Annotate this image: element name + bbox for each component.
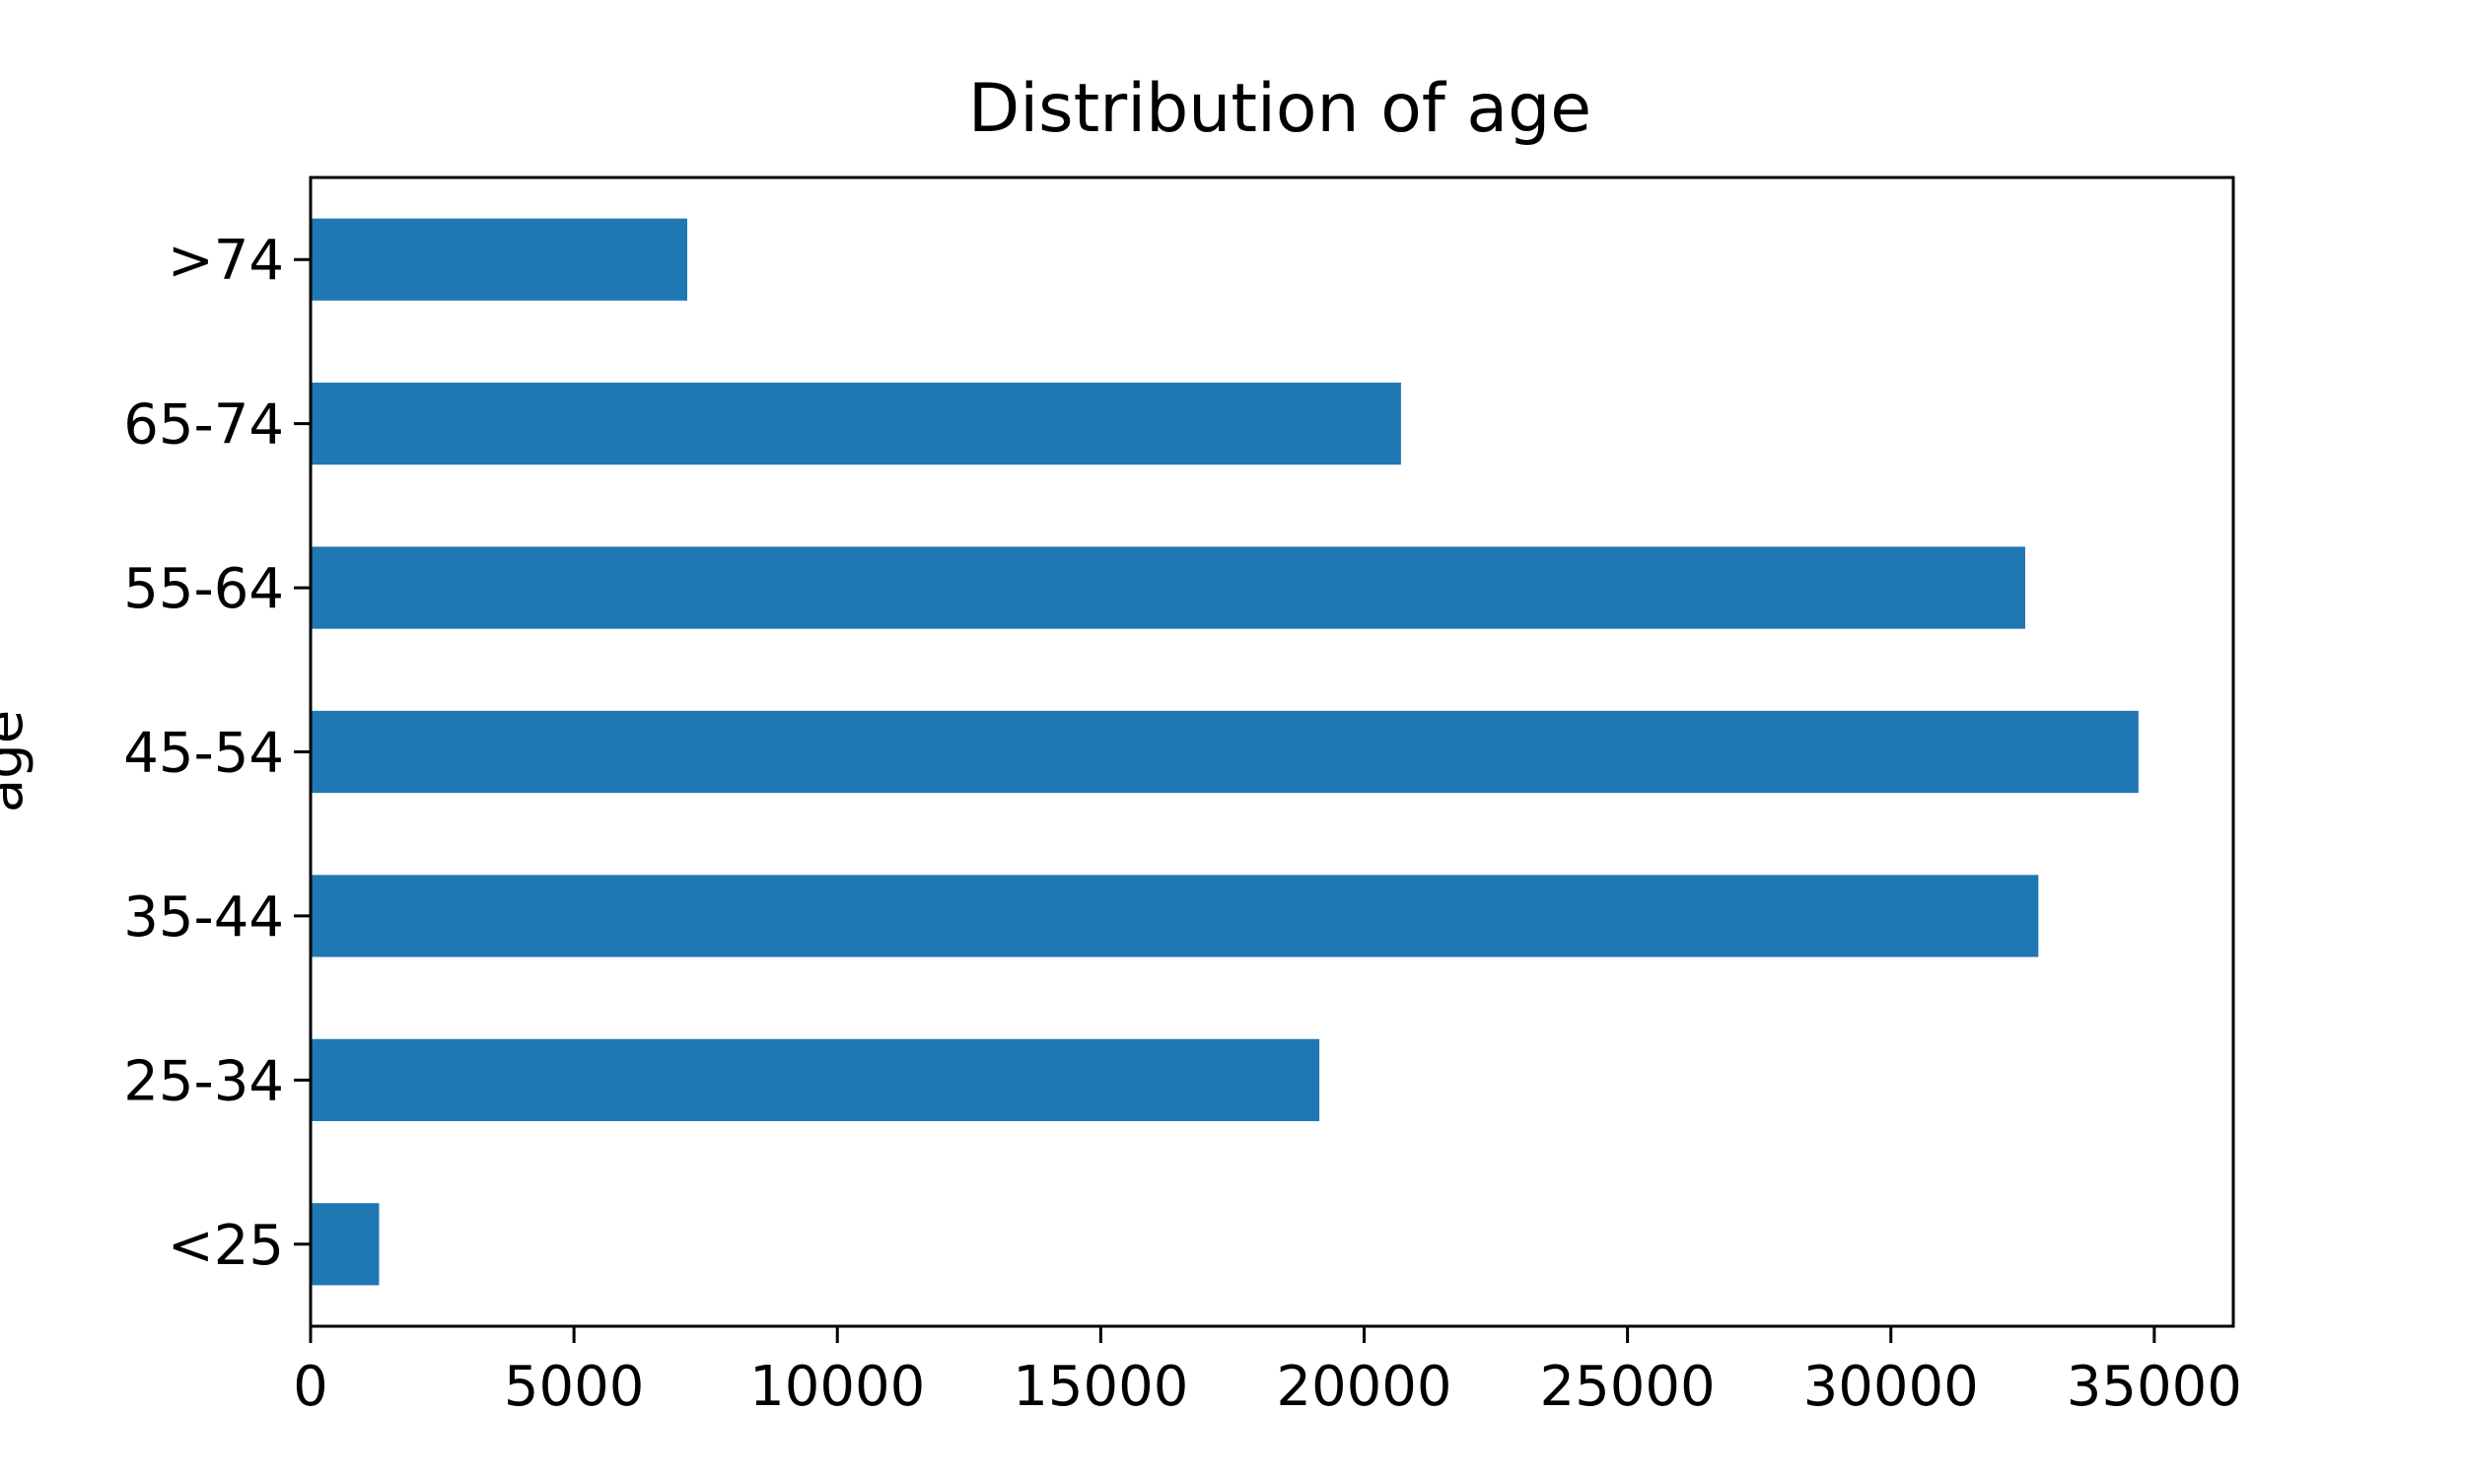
x-tick-label: 10000 [749, 1355, 925, 1419]
bar-35-44 [311, 875, 2039, 957]
y-tick-label: >74 [168, 229, 284, 293]
bar-gt74 [311, 218, 687, 301]
chart-title: Distribution of age [968, 70, 1591, 148]
bar-55-64 [311, 546, 2025, 629]
y-tick-label: 35-44 [123, 885, 284, 950]
bar-25-34 [311, 1038, 1320, 1121]
x-tick-label: 25000 [1540, 1355, 1716, 1419]
y-axis-label: age [0, 710, 35, 813]
y-tick-label: <25 [168, 1214, 284, 1278]
plot-frame [309, 176, 2235, 1328]
x-tick-label: 20000 [1276, 1355, 1451, 1419]
x-tick-label: 15000 [1013, 1355, 1188, 1419]
bar-45-54 [311, 710, 2139, 794]
x-tick-label: 30000 [1803, 1355, 1979, 1419]
y-tick-label: 45-54 [123, 722, 284, 786]
x-tick-label: 0 [293, 1355, 328, 1419]
bar-65-74 [311, 383, 1401, 465]
y-tick-label: 25-34 [123, 1049, 284, 1113]
y-tick-label: 65-74 [123, 393, 284, 458]
bar-lt25 [311, 1203, 380, 1286]
x-tick-label: 5000 [504, 1355, 645, 1419]
ticks-layer: <25 25-34 35-44 45-54 55-64 65-74 >74 0 5000 1000… [123, 229, 2242, 1419]
x-tick-label: 35000 [2067, 1355, 2242, 1419]
bars-layer [311, 218, 2139, 1286]
y-tick-label: 55-64 [123, 557, 284, 621]
